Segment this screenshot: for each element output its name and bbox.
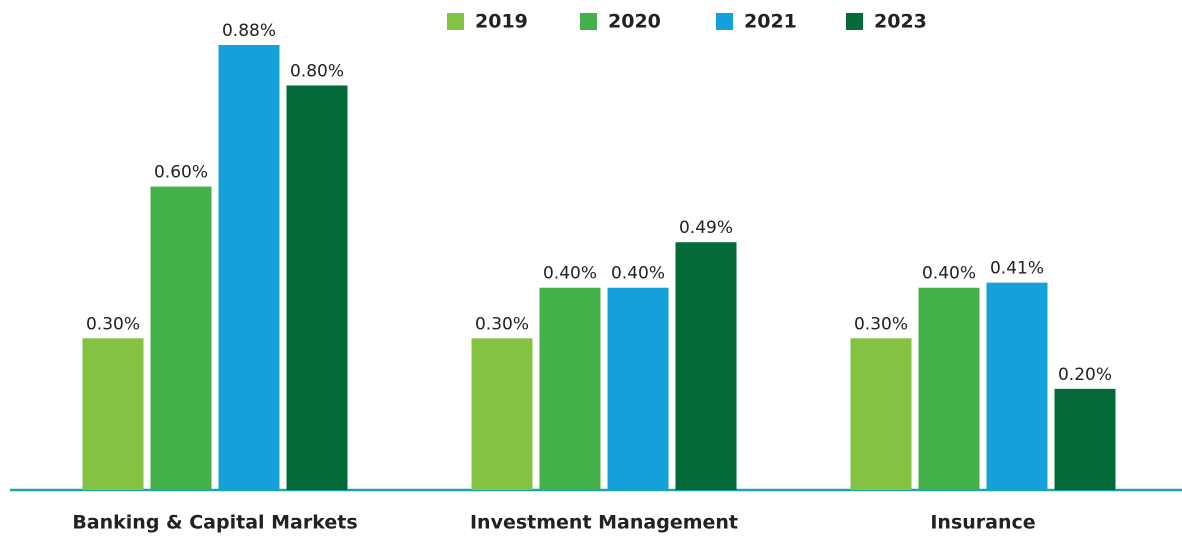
value-label: 0.41% [990,259,1044,279]
bar [675,242,737,490]
category-label: Banking & Capital Markets [72,512,357,534]
legend-swatch [846,13,863,30]
value-label: 0.30% [854,314,908,334]
bar [218,45,280,490]
bar [82,338,144,490]
legend-swatch [580,13,597,30]
bar [150,186,212,490]
legend-label: 2019 [475,11,528,33]
legend-label: 2020 [608,11,661,33]
value-label: 0.30% [86,314,140,334]
legend-swatch [447,13,464,30]
bar [539,287,601,490]
bar [471,338,533,490]
value-label: 0.49% [679,218,733,238]
bar [850,338,912,490]
value-label: 0.30% [475,314,529,334]
bar [986,282,1048,490]
bar [607,287,669,490]
legend-label: 2023 [874,11,927,33]
category-label: Investment Management [470,512,738,534]
value-label: 0.40% [611,264,665,284]
value-label: 0.40% [922,264,976,284]
bar [918,287,980,490]
value-label: 0.88% [222,21,276,41]
legend-label: 2021 [744,11,797,33]
category-label: Insurance [930,512,1035,534]
bar [286,85,348,491]
value-label: 0.80% [290,61,344,81]
bar [1054,388,1116,490]
legend-swatch [716,13,733,30]
value-label: 0.40% [543,264,597,284]
value-label: 0.20% [1058,365,1112,385]
value-label: 0.60% [154,163,208,183]
